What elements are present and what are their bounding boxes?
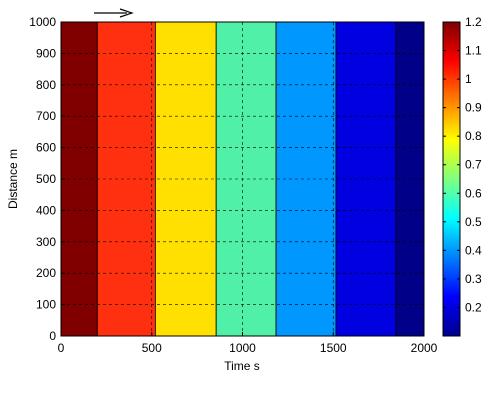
grid-lines bbox=[61, 22, 424, 336]
colorbar-tick-label-1: 0.3 bbox=[465, 272, 482, 286]
y-tick-label-6: 600 bbox=[36, 141, 56, 155]
colorbar-tick-label-5: 0.7 bbox=[465, 158, 482, 172]
y-tick-label-3: 300 bbox=[36, 235, 56, 249]
y-axis-label: Distance m bbox=[6, 149, 20, 209]
colorbar bbox=[442, 21, 461, 337]
y-tick-label-7: 700 bbox=[36, 109, 56, 123]
x-axis-label: Time s bbox=[224, 359, 260, 373]
colorbar-tick-label-6: 0.8 bbox=[465, 129, 482, 143]
colorbar-tick-label-3: 0.5 bbox=[465, 215, 482, 229]
annotation-arrow bbox=[94, 8, 134, 18]
y-tick-label-2: 200 bbox=[36, 266, 56, 280]
y-axis: 0 100 200 300 400 500 600 700 800 900 1000 bbox=[29, 15, 65, 343]
y-tick-label-1: 100 bbox=[36, 298, 56, 312]
colorbar-tick-label-2: 0.4 bbox=[465, 243, 482, 257]
y-tick-label-0: 0 bbox=[49, 329, 56, 343]
colorbar-tick-label-4: 0.6 bbox=[465, 186, 482, 200]
colorbar-tick-label-0: 0.2 bbox=[465, 300, 482, 314]
x-tick-label-2: 1000 bbox=[229, 341, 256, 355]
y-tick-label-8: 800 bbox=[36, 78, 56, 92]
colorbar-tick-label-7: 0.9 bbox=[465, 101, 482, 115]
colorbar-tick-label-9: 1.1 bbox=[465, 44, 482, 58]
x-tick-label-0: 0 bbox=[58, 341, 65, 355]
colorbar-ticks: 0.2 0.3 0.4 0.5 0.6 0.7 0.8 0.9 1 1.1 1.2 bbox=[443, 15, 482, 314]
y-tick-label-10: 1000 bbox=[29, 15, 56, 29]
colorbar-tick-label-10: 1.2 bbox=[465, 15, 482, 29]
x-tick-label-4: 2000 bbox=[411, 341, 438, 355]
y-tick-label-5: 500 bbox=[36, 172, 56, 186]
x-axis: 0 500 1000 1500 2000 bbox=[58, 332, 438, 355]
x-tick-label-1: 500 bbox=[142, 341, 162, 355]
x-tick-label-3: 1500 bbox=[320, 341, 347, 355]
colorbar-tick-label-8: 1 bbox=[465, 72, 472, 86]
y-tick-label-4: 400 bbox=[36, 203, 56, 217]
y-tick-label-9: 900 bbox=[36, 46, 56, 60]
